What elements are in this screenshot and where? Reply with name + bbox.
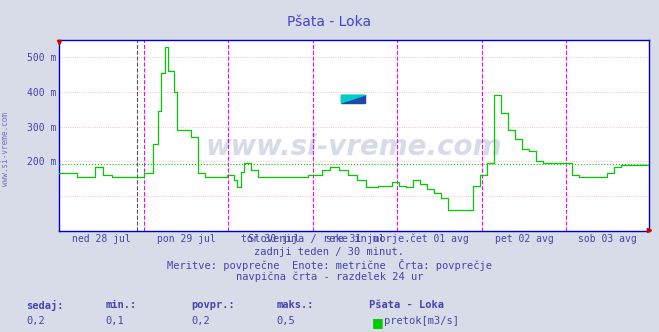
Text: zadnji teden / 30 minut.: zadnji teden / 30 minut. (254, 247, 405, 257)
Text: 0,2: 0,2 (26, 316, 45, 326)
Polygon shape (341, 95, 365, 103)
Text: pretok[m3/s]: pretok[m3/s] (384, 316, 459, 326)
Text: www.si-vreme.com: www.si-vreme.com (206, 133, 502, 161)
Text: www.si-vreme.com: www.si-vreme.com (1, 113, 10, 186)
Text: 0,2: 0,2 (191, 316, 210, 326)
Text: Pšata - Loka: Pšata - Loka (287, 15, 372, 29)
Polygon shape (341, 95, 365, 103)
Text: Pšata - Loka: Pšata - Loka (369, 300, 444, 310)
Text: maks.:: maks.: (277, 300, 314, 310)
Text: 0,1: 0,1 (105, 316, 124, 326)
Text: Slovenija / reke in morje.: Slovenija / reke in morje. (248, 234, 411, 244)
Text: sedaj:: sedaj: (26, 300, 64, 311)
Text: Meritve: povprečne  Enote: metrične  Črta: povprečje: Meritve: povprečne Enote: metrične Črta:… (167, 259, 492, 271)
Text: navpična črta - razdelek 24 ur: navpična črta - razdelek 24 ur (236, 272, 423, 283)
FancyBboxPatch shape (341, 95, 365, 103)
Text: povpr.:: povpr.: (191, 300, 235, 310)
Text: 0,5: 0,5 (277, 316, 295, 326)
Text: min.:: min.: (105, 300, 136, 310)
Text: ■: ■ (372, 316, 384, 329)
